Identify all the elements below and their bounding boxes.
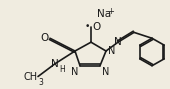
Text: 3: 3	[38, 78, 43, 87]
Text: Na: Na	[97, 9, 111, 19]
Text: H: H	[59, 65, 65, 74]
Text: CH: CH	[24, 72, 38, 82]
Text: •: •	[85, 23, 90, 32]
Text: N: N	[114, 37, 122, 47]
Text: N: N	[51, 59, 59, 69]
Text: O: O	[92, 22, 100, 32]
Text: O: O	[41, 33, 49, 43]
Text: N: N	[71, 67, 78, 77]
Text: N: N	[108, 46, 115, 56]
Text: N: N	[102, 67, 109, 77]
Text: +: +	[108, 7, 114, 16]
